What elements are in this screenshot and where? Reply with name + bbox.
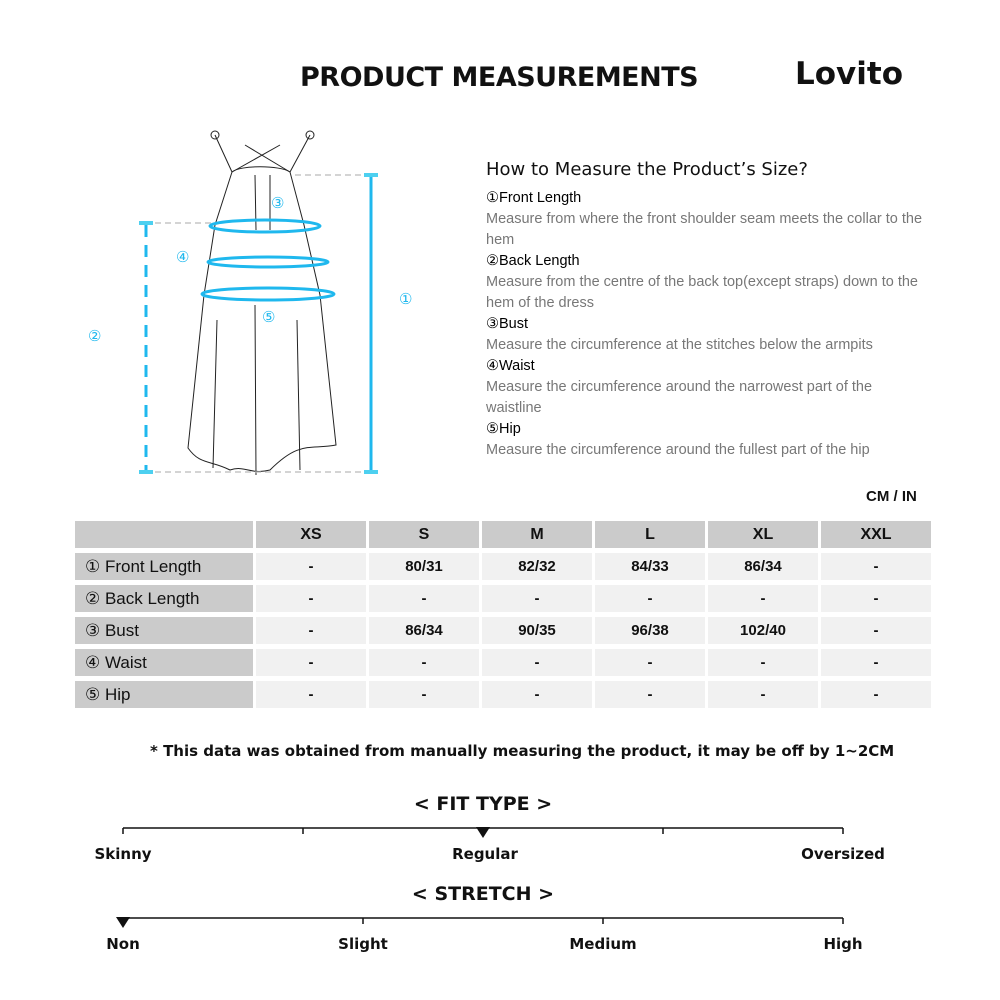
stretch-title: < STRETCH > [411,883,555,905]
table-cell: 80/31 [369,553,479,580]
guide-item-desc: Measure the circumference around the ful… [486,442,870,458]
table-cell: - [821,649,931,676]
dress-diagram [139,130,378,476]
guide-item-desc: Measure the circumference at the stitche… [486,337,873,353]
guide-item-name: ③Bust [486,316,529,332]
marker-2: ② [88,328,102,345]
fit-type-title: < FIT TYPE > [413,793,553,815]
marker-4: ④ [176,249,190,266]
table-row: ④ Waist - - - - - - [75,649,931,676]
stretch-label-non: Non [106,935,140,953]
table-row: ① Front Length -80/31 82/32 84/33 86/34- [75,553,931,580]
table-cell: 86/34 [369,617,479,644]
size-header: XXL [821,521,931,548]
size-header: M [482,521,592,548]
guide-item-name: ⑤Hip [486,421,521,437]
marker-5: ⑤ [262,309,276,326]
table-cell: 96/38 [595,617,705,644]
table-header-row: XS S M L XL XXL [75,521,931,548]
guide-item-desc: Measure the circumference around the nar… [486,379,873,416]
stretch-label-slight: Slight [338,935,388,953]
table-cell: - [369,681,479,708]
measure-guide: ①Front Length Measure from where the fro… [486,188,926,461]
hip-ellipse [200,286,336,302]
table-cell: - [369,585,479,612]
fit-selected-marker [476,827,490,838]
page-title: PRODUCT MEASUREMENTS [300,62,699,93]
table-cell: - [821,617,931,644]
stretch-label-medium: Medium [569,935,637,953]
dress-outline [187,130,337,476]
table-cell: 90/35 [482,617,592,644]
table-cell: - [708,681,818,708]
size-table: XS S M L XL XXL ① Front Length -80/31 82/32 84/33… [72,516,934,713]
table-cell: - [821,585,931,612]
table-cell: 82/32 [482,553,592,580]
table-cell: - [369,649,479,676]
size-header: S [369,521,479,548]
marker-3: ③ [271,195,285,212]
row-label: ⑤ Hip [75,681,253,708]
guide-item-name: ④Waist [486,358,535,374]
table-cell: 84/33 [595,553,705,580]
size-header: XL [708,521,818,548]
table-row: ⑤ Hip - - - - - - [75,681,931,708]
table-cell: - [595,649,705,676]
fit-label-regular: Regular [452,845,518,863]
waist-ellipse [206,255,330,269]
stretch-label-high: High [823,935,863,953]
table-cell: - [595,681,705,708]
table-cell: - [256,553,366,580]
table-cell: - [708,585,818,612]
table-cell: - [482,681,592,708]
stretch-selected-marker [116,917,130,928]
guide-lines [145,174,375,473]
size-header: L [595,521,705,548]
table-cell: - [256,585,366,612]
table-cell: - [595,585,705,612]
disclaimer-note: * This data was obtained from manually m… [150,742,895,760]
header-corner [75,521,253,548]
marker-1: ① [399,291,413,308]
brand-logo: Lovito [795,56,904,92]
bust-ellipse [208,218,322,234]
table-cell: 86/34 [708,553,818,580]
guide-item-name: ①Front Length [486,190,582,206]
table-row: ② Back Length - - - - - - [75,585,931,612]
size-header: XS [256,521,366,548]
table-cell: 102/40 [708,617,818,644]
table-cell: - [821,553,931,580]
table-cell: - [256,649,366,676]
stretch-scale [116,917,844,928]
guide-item-desc: Measure from where the front shoulder se… [486,211,923,248]
table-cell: - [708,649,818,676]
row-label: ④ Waist [75,649,253,676]
guide-item-desc: Measure from the centre of the back top(… [486,274,918,311]
table-cell: - [482,585,592,612]
row-label: ③ Bust [75,617,253,644]
guide-title: How to Measure the Product’s Size? [486,159,808,180]
row-label: ② Back Length [75,585,253,612]
fit-label-oversized: Oversized [801,845,885,863]
unit-label: CM / IN [866,488,917,505]
table-cell: - [821,681,931,708]
table-cell: - [482,649,592,676]
row-label: ① Front Length [75,553,253,580]
fit-label-skinny: Skinny [94,845,152,863]
table-row: ③ Bust -86/34 90/35 96/38 102/40- [75,617,931,644]
table-cell: - [256,617,366,644]
guide-item-name: ②Back Length [486,253,580,269]
fit-type-scale [122,827,844,838]
table-cell: - [256,681,366,708]
